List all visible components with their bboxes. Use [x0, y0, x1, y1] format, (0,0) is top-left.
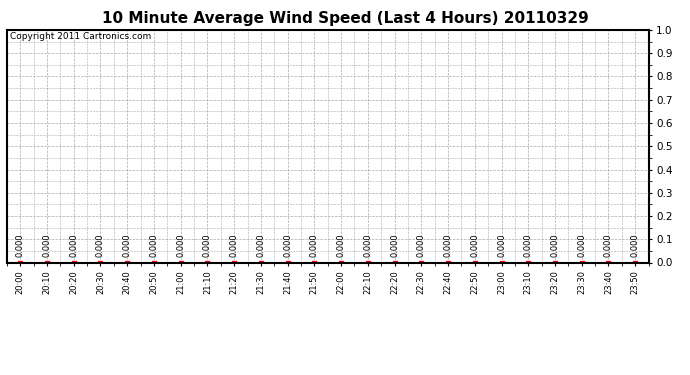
Text: 0.000: 0.000 — [150, 233, 159, 257]
Text: 0.000: 0.000 — [43, 233, 52, 257]
Text: 0.000: 0.000 — [471, 233, 480, 257]
Text: 0.000: 0.000 — [96, 233, 105, 257]
Text: 0.000: 0.000 — [203, 233, 212, 257]
Text: 0.000: 0.000 — [524, 233, 533, 257]
Text: 0.000: 0.000 — [257, 233, 266, 257]
Text: 0.000: 0.000 — [497, 233, 506, 257]
Text: Copyright 2011 Cartronics.com: Copyright 2011 Cartronics.com — [10, 32, 151, 41]
Text: 0.000: 0.000 — [631, 233, 640, 257]
Text: 0.000: 0.000 — [310, 233, 319, 257]
Text: 0.000: 0.000 — [578, 233, 586, 257]
Text: 0.000: 0.000 — [444, 233, 453, 257]
Text: 0.000: 0.000 — [283, 233, 292, 257]
Text: 0.000: 0.000 — [390, 233, 399, 257]
Text: 0.000: 0.000 — [16, 233, 25, 257]
Text: 10 Minute Average Wind Speed (Last 4 Hours) 20110329: 10 Minute Average Wind Speed (Last 4 Hou… — [101, 11, 589, 26]
Text: 0.000: 0.000 — [417, 233, 426, 257]
Text: 0.000: 0.000 — [69, 233, 78, 257]
Text: 0.000: 0.000 — [337, 233, 346, 257]
Text: 0.000: 0.000 — [604, 233, 613, 257]
Text: 0.000: 0.000 — [123, 233, 132, 257]
Text: 0.000: 0.000 — [176, 233, 185, 257]
Text: 0.000: 0.000 — [551, 233, 560, 257]
Text: 0.000: 0.000 — [364, 233, 373, 257]
Text: 0.000: 0.000 — [230, 233, 239, 257]
